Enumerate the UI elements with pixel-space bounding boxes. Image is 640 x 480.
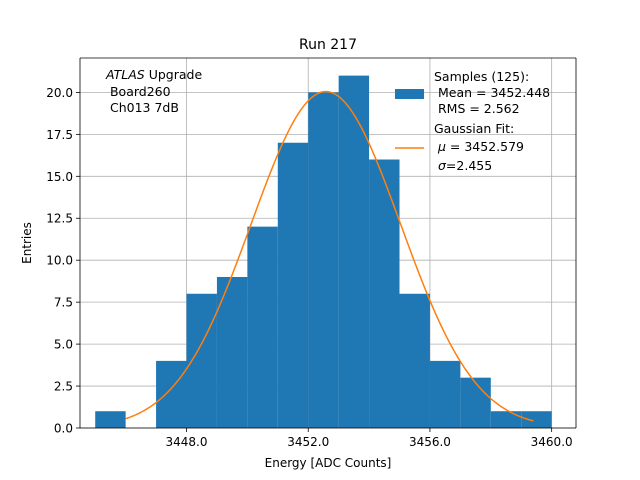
y-axis-ticks: 0.0 2.5 5.0 7.5 10.0 12.5 15.0 17.5 20.0 <box>46 86 80 436</box>
histogram-bar <box>216 276 248 428</box>
annotation-atlas: ATLAS <box>105 67 145 82</box>
x-tick-label: 3456.0 <box>409 435 451 449</box>
legend-sigma-value: =2.455 <box>446 158 492 173</box>
y-tick-label: 15.0 <box>46 170 73 184</box>
legend-mu-value: = 3452.579 <box>446 139 524 154</box>
gaussian-fit-curve <box>125 90 534 422</box>
histogram-bar <box>490 411 522 428</box>
x-axis-label: Energy [ADC Counts] <box>265 456 392 470</box>
legend-samples-swatch <box>395 89 424 99</box>
x-axis-ticks: 3448.0 3452.0 3456.0 3460.0 <box>166 428 573 449</box>
x-tick-label: 3460.0 <box>531 435 573 449</box>
histogram-bar <box>156 360 187 428</box>
histogram-bar <box>277 142 309 428</box>
histogram-bar <box>247 226 278 428</box>
y-tick-label: 20.0 <box>46 86 73 100</box>
legend-mu-symbol: μ <box>437 139 446 154</box>
histogram-bar <box>369 159 400 428</box>
chart-title: Run 217 <box>299 37 357 53</box>
axes-frame <box>79 57 577 429</box>
x-tick-label: 3448.0 <box>166 435 208 449</box>
histogram-bar <box>429 360 461 428</box>
legend: Samples (125): Mean = 3452.448 RMS = 2.5… <box>395 69 550 173</box>
histogram-bar <box>521 411 552 428</box>
y-tick-label: 12.5 <box>46 212 73 226</box>
legend-sigma-symbol: σ <box>438 158 447 173</box>
annotation-line-1: ATLAS Upgrade <box>105 67 202 82</box>
y-tick-label: 7.5 <box>54 296 73 310</box>
histogram-bar <box>399 293 430 428</box>
annotation-upgrade: Upgrade <box>145 67 203 82</box>
y-tick-label: 10.0 <box>46 254 73 268</box>
y-axis-label: Entries <box>20 222 34 264</box>
x-tick-label: 3452.0 <box>287 435 329 449</box>
legend-samples-line-2: Mean = 3452.448 <box>434 85 550 100</box>
legend-fit-line-2: μ = 3452.579 <box>434 139 524 154</box>
legend-fit-line-1: Gaussian Fit: <box>434 121 514 136</box>
histogram-bar <box>308 92 339 428</box>
y-tick-label: 0.0 <box>54 422 73 436</box>
y-tick-label: 2.5 <box>54 380 73 394</box>
legend-fit-line-3: σ=2.455 <box>434 158 492 173</box>
y-tick-label: 17.5 <box>46 128 73 142</box>
annotation-line-2: Board260 <box>106 84 171 99</box>
histogram-bar <box>95 411 126 428</box>
annotation-text: ATLAS Upgrade Ch013 7dB Board260 <box>105 67 202 115</box>
legend-samples-line-1: Samples (125): <box>434 69 529 84</box>
histogram-bar <box>338 75 370 428</box>
annotation-line-3: Ch013 7dB <box>106 100 179 115</box>
histogram-bar <box>460 377 491 428</box>
y-tick-label: 5.0 <box>54 338 73 352</box>
legend-samples-line-3: RMS = 2.562 <box>434 101 520 116</box>
